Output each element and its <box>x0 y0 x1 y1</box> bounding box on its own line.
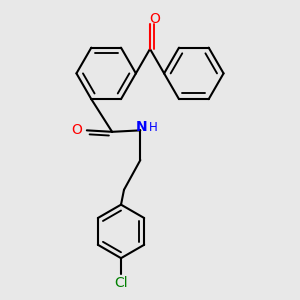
Text: Cl: Cl <box>114 276 128 290</box>
Text: O: O <box>71 123 82 137</box>
Text: O: O <box>149 12 160 26</box>
Text: N: N <box>136 120 148 134</box>
Text: H: H <box>148 122 157 134</box>
